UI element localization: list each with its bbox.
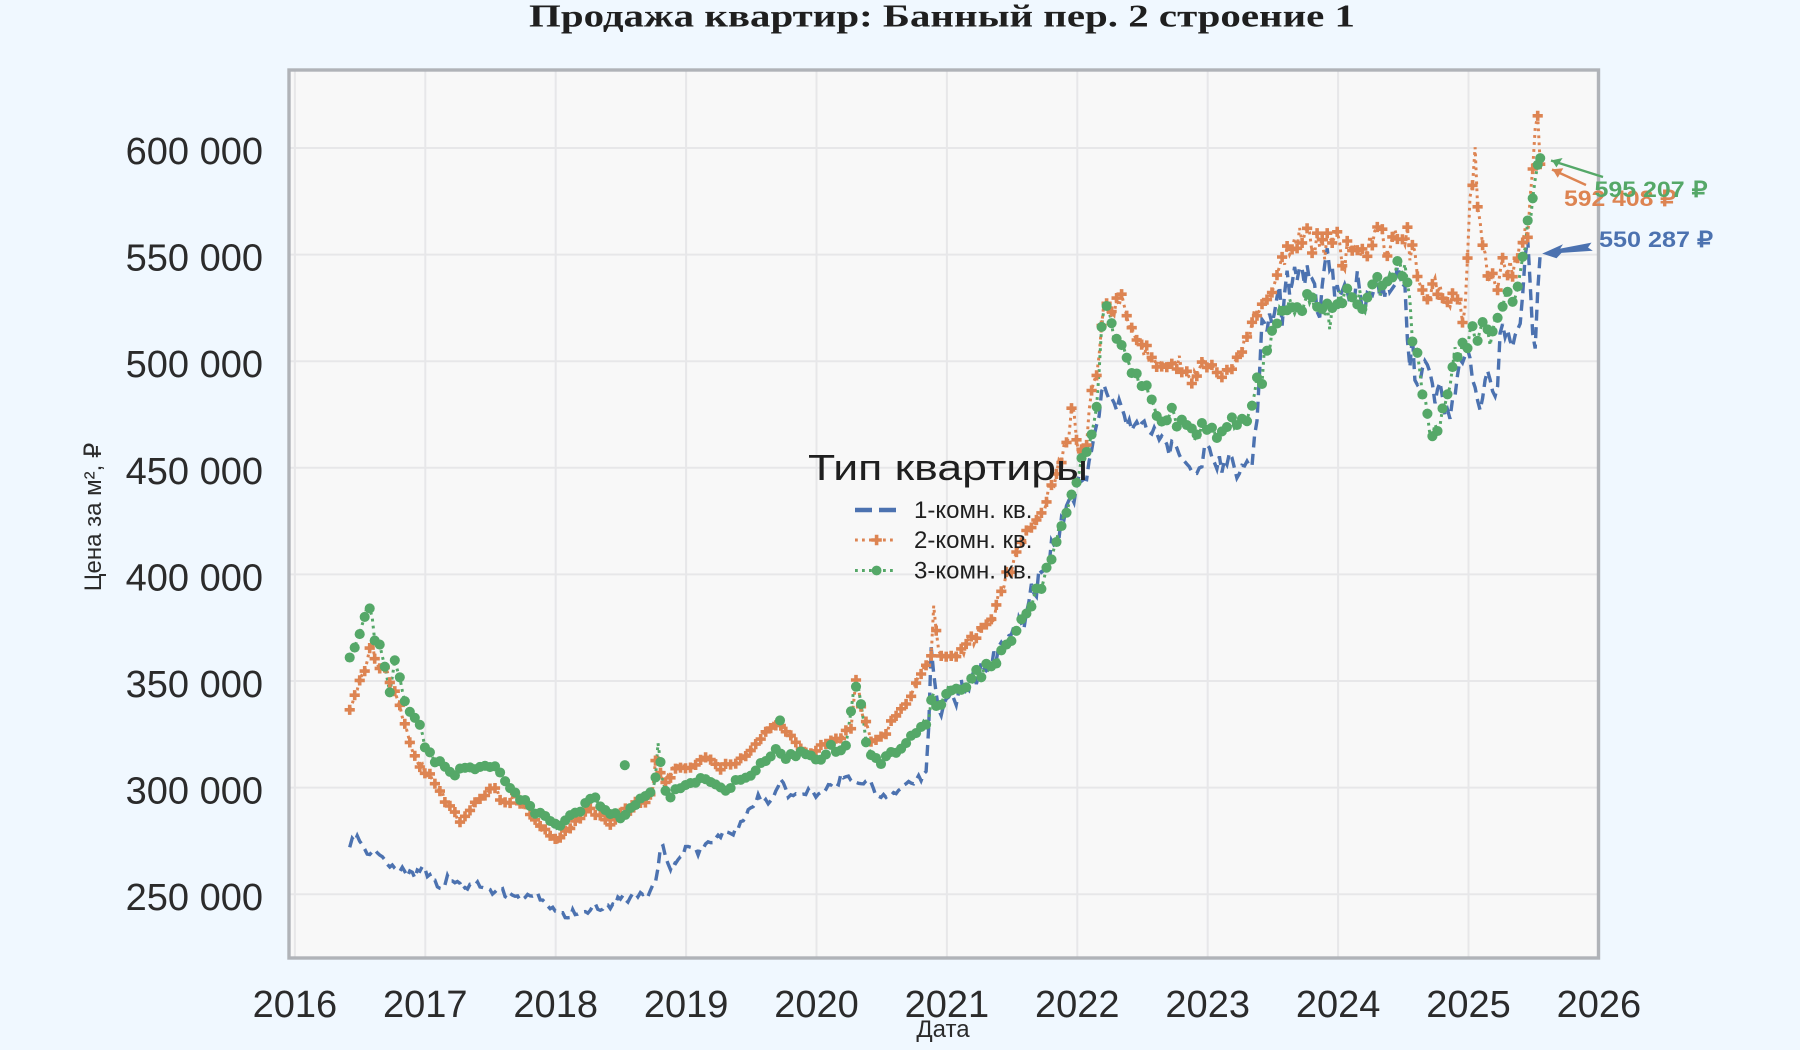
svg-text:2018: 2018 <box>513 984 598 1026</box>
svg-text:3-комн. кв.: 3-комн. кв. <box>914 558 1032 585</box>
svg-text:2016: 2016 <box>253 984 338 1026</box>
svg-text:2024: 2024 <box>1296 984 1381 1026</box>
svg-text:1-комн. кв.: 1-комн. кв. <box>914 497 1032 524</box>
svg-text:Дата: Дата <box>916 1016 970 1043</box>
svg-text:450 000: 450 000 <box>126 451 263 493</box>
svg-text:350 000: 350 000 <box>126 664 263 706</box>
svg-text:2-комн. кв.: 2-комн. кв. <box>914 527 1032 554</box>
svg-text:2019: 2019 <box>644 984 729 1026</box>
svg-text:2020: 2020 <box>774 984 859 1026</box>
svg-text:400 000: 400 000 <box>126 557 263 599</box>
svg-text:2017: 2017 <box>383 984 468 1026</box>
svg-text:Тип квартиры: Тип квартиры <box>808 447 1088 488</box>
svg-text:Цена за м², ₽: Цена за м², ₽ <box>80 443 107 592</box>
svg-text:592 408 ₽: 592 408 ₽ <box>1564 186 1676 211</box>
svg-text:2025: 2025 <box>1426 984 1511 1026</box>
svg-text:550 287 ₽: 550 287 ₽ <box>1599 227 1713 252</box>
svg-text:550 000: 550 000 <box>126 238 263 280</box>
svg-text:250 000: 250 000 <box>126 877 263 919</box>
svg-text:2022: 2022 <box>1035 984 1120 1026</box>
svg-text:300 000: 300 000 <box>126 771 263 813</box>
svg-text:2023: 2023 <box>1165 984 1250 1026</box>
svg-text:600 000: 600 000 <box>126 131 263 173</box>
svg-text:Продажа квартир: Банный пер. 2: Продажа квартир: Банный пер. 2 строение … <box>529 0 1355 34</box>
svg-text:500 000: 500 000 <box>126 344 263 386</box>
svg-text:2021: 2021 <box>905 984 990 1026</box>
svg-text:2026: 2026 <box>1557 984 1642 1026</box>
svg-text:595 207 ₽: 595 207 ₽ <box>1595 177 1708 202</box>
